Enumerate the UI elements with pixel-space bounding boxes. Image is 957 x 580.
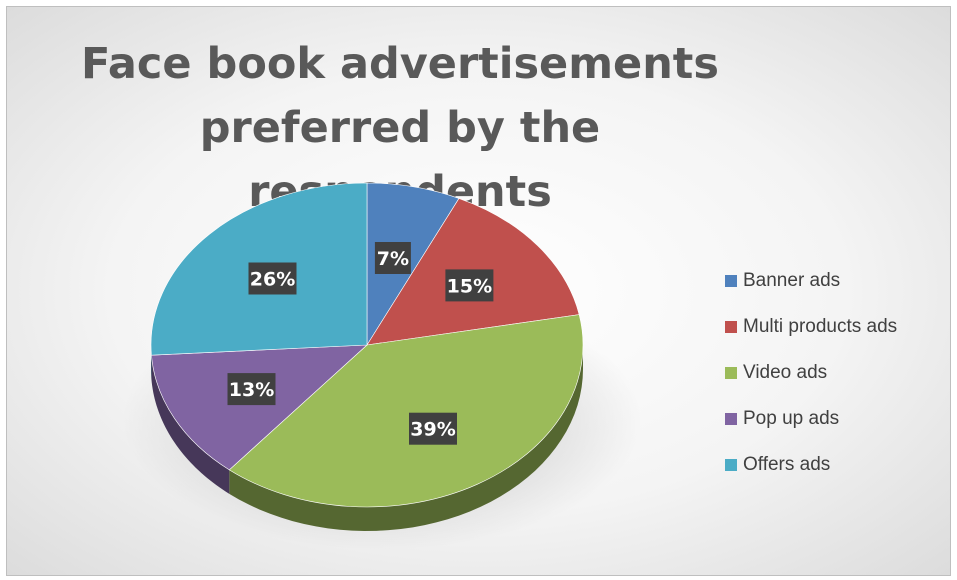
pie-slice-pop-up-ads [151, 344, 368, 471]
data-label-box [374, 242, 411, 274]
data-label-text: 13% [229, 379, 274, 401]
data-label-banner-ads: 7% [374, 242, 411, 274]
data-label-text: 39% [410, 419, 455, 441]
data-label-box [409, 412, 457, 445]
data-label-box [227, 373, 276, 406]
legend-label: Banner ads [743, 270, 841, 291]
data-label-video-ads: 39% [409, 412, 457, 445]
data-label-pop-up-ads: 13% [227, 373, 276, 406]
data-label-text: 15% [447, 275, 492, 297]
data-label-offers-ads: 26% [248, 262, 297, 295]
legend-item-banner-ads: Banner ads [725, 258, 950, 304]
legend-label: Video ads [743, 362, 828, 383]
legend-swatch [725, 321, 737, 333]
legend-item-video-ads: Video ads [725, 350, 950, 396]
legend-swatch [725, 275, 737, 287]
data-label-box [445, 269, 494, 302]
legend-item-multi-products-ads: Multi products ads [725, 304, 950, 350]
legend-label: Offers ads [743, 454, 831, 475]
legend-swatch [725, 367, 737, 379]
legend-label: Pop up ads [743, 408, 840, 429]
data-label-multi-products-ads: 15% [445, 269, 494, 302]
data-label-text: 26% [250, 269, 295, 291]
legend-swatch [725, 413, 737, 425]
legend-item-offers-ads: Offers ads [725, 442, 950, 488]
pie-side-pop-up-ads [151, 355, 230, 494]
pie-slice-video-ads [228, 314, 584, 508]
legend-label: Multi products ads [743, 316, 898, 337]
data-label-text: 7% [377, 248, 409, 270]
data-label-box [248, 262, 297, 295]
legend-item-pop-up-ads: Pop up ads [725, 396, 950, 442]
legend: Banner ads Multi products ads Video ads Pop… [725, 258, 950, 488]
pie-side-video-ads [229, 345, 583, 531]
legend-swatch [725, 459, 737, 471]
